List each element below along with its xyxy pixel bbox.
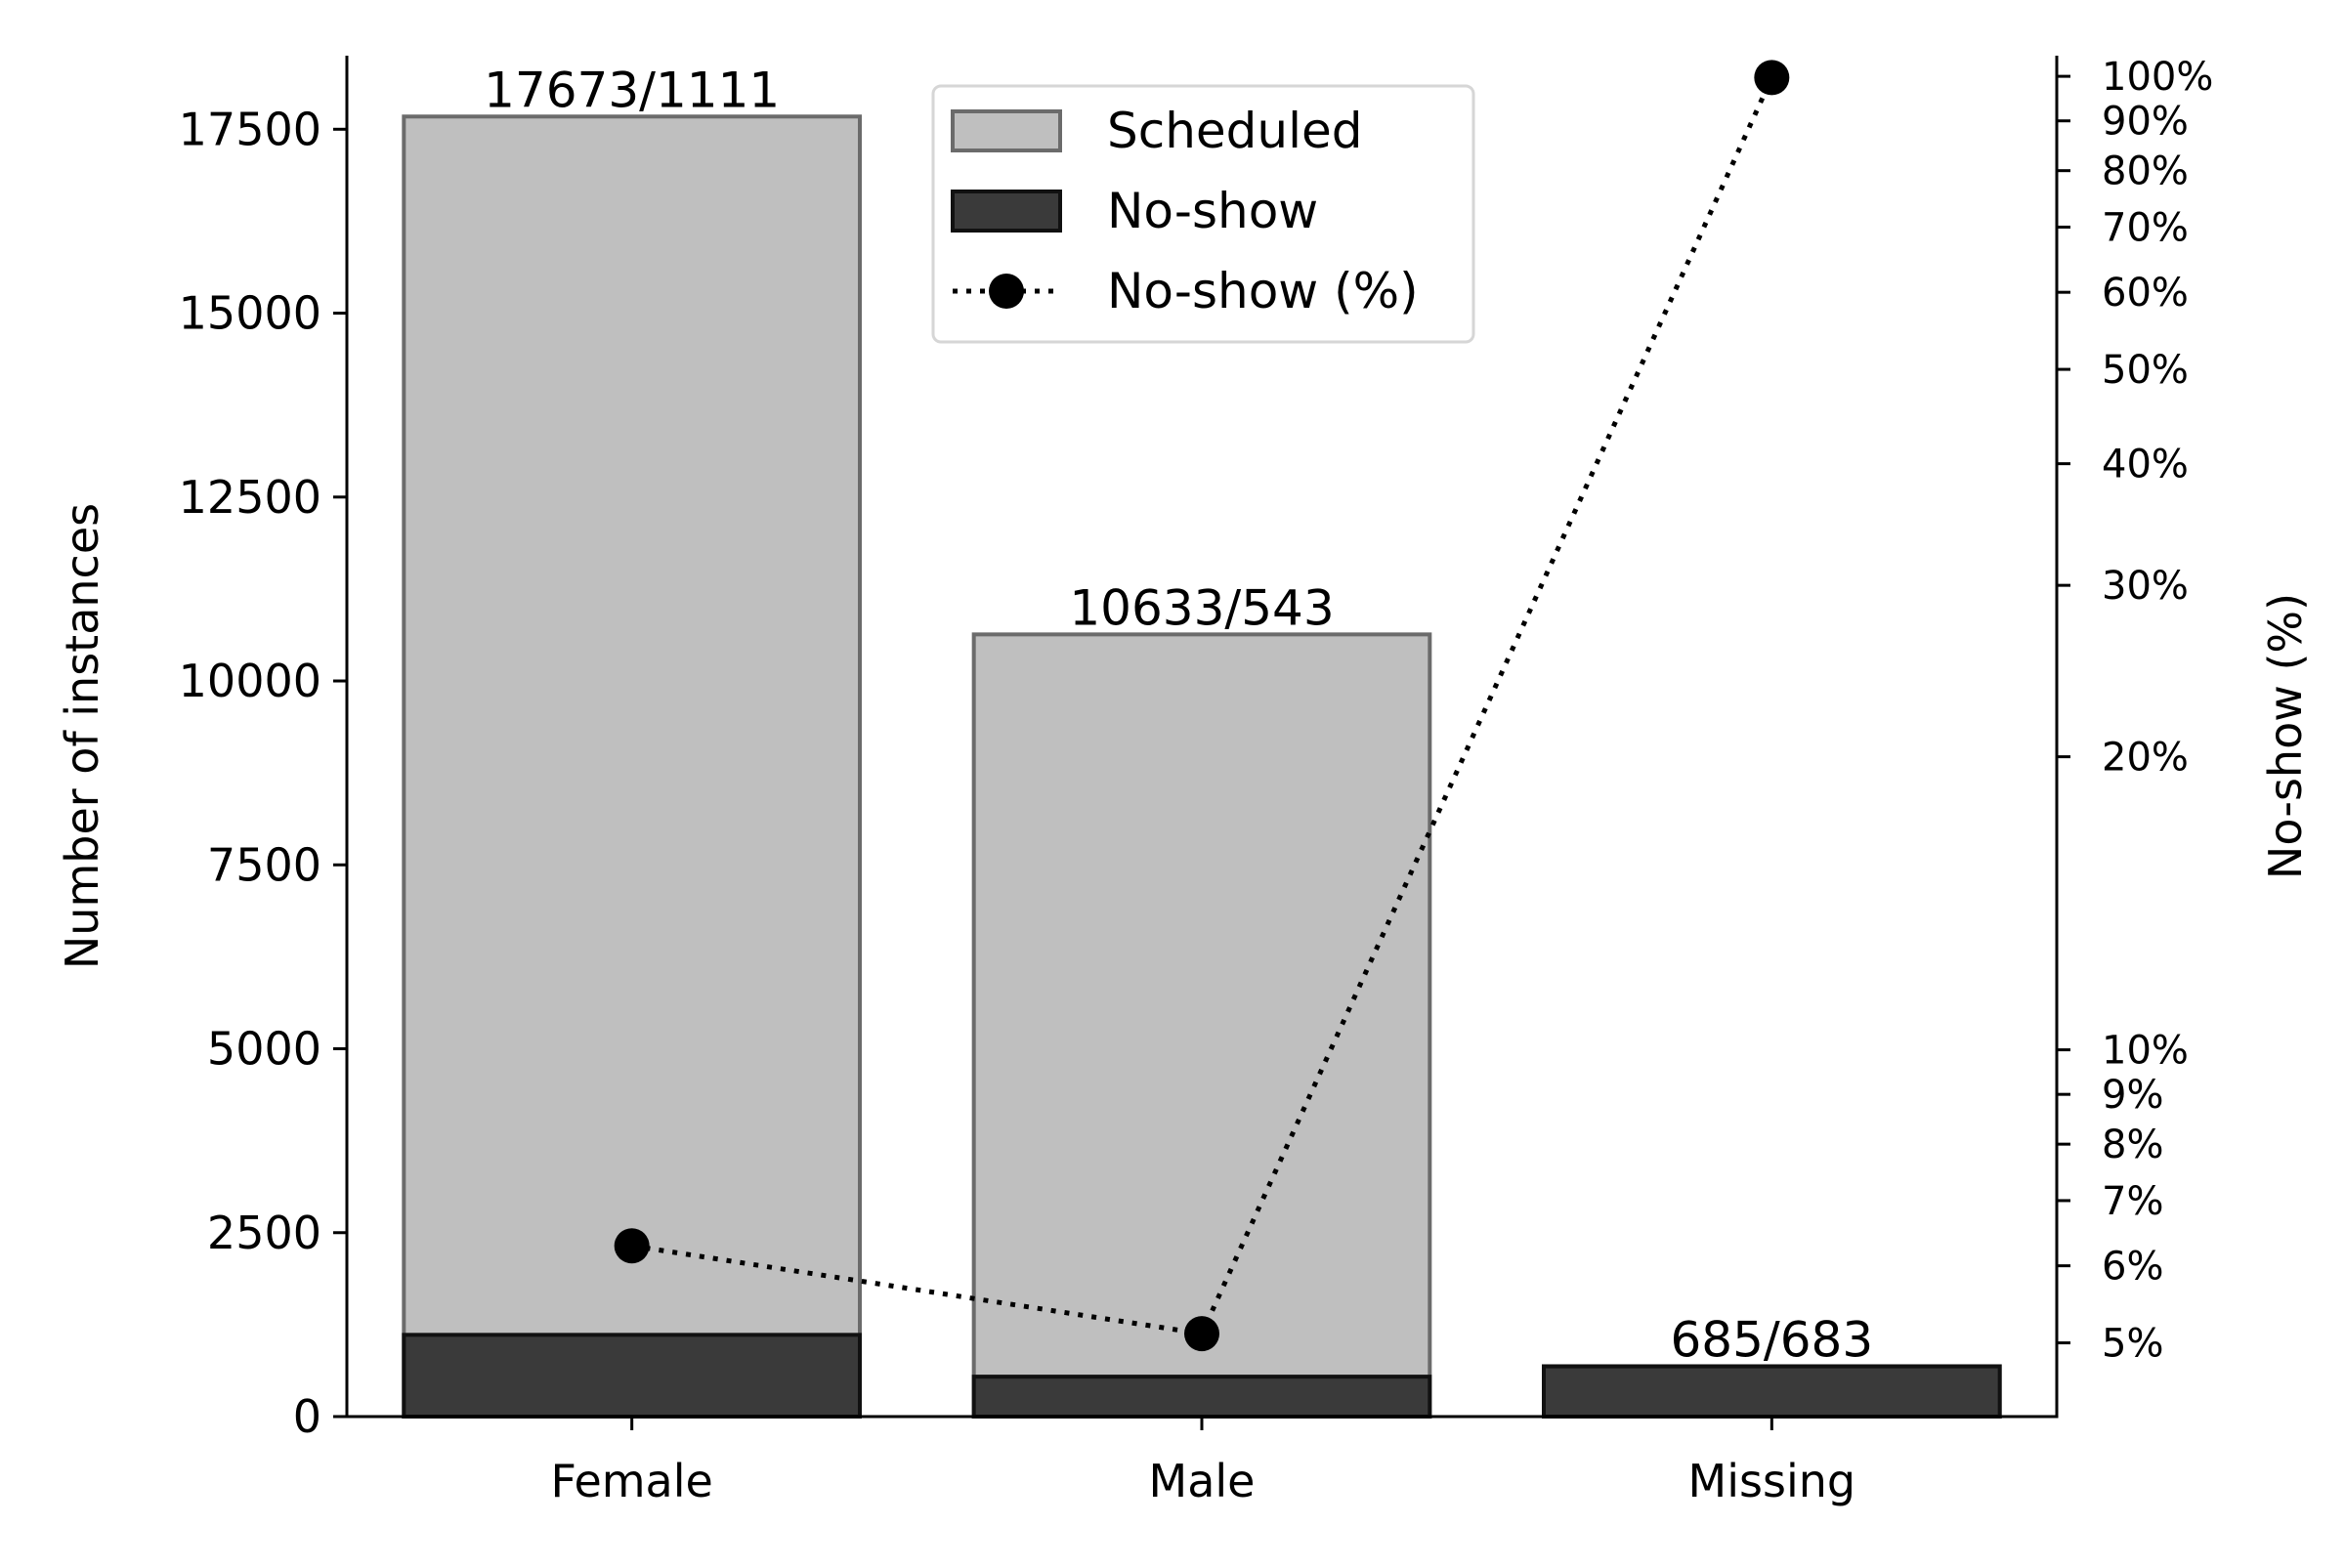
y-axis-label: Number of instances <box>56 503 108 969</box>
y2-tick-label: 100% <box>2102 55 2213 100</box>
y2-tick-label: 8% <box>2102 1123 2163 1167</box>
axes-layer: 0 2500 5000 7500 10000 12500 15000 17500 5% 6% 7% 8… <box>56 55 2312 1507</box>
bar-scheduled-male <box>971 632 1432 1419</box>
y-tick-label: 10000 <box>179 655 321 707</box>
y2-tick-label: 5% <box>2102 1322 2163 1367</box>
legend-label: Scheduled <box>1107 103 1363 159</box>
legend-box <box>931 84 1475 344</box>
y2-tick-label: 40% <box>2102 443 2189 487</box>
legend-label: No-show <box>1107 183 1318 239</box>
y2-axis-label: No-show (%) <box>2259 593 2312 879</box>
bar-no-show-missing <box>1542 1364 2002 1419</box>
y2-tick-label: 20% <box>2102 736 2189 781</box>
bar-scheduled-female <box>402 114 862 1419</box>
no-show-pct-point-male <box>1184 1316 1219 1352</box>
no-show-pct-point-female <box>614 1228 650 1264</box>
y-tick-label: 0 <box>293 1390 321 1443</box>
y-tick-label: 12500 <box>179 471 321 524</box>
legend-swatch-no-show <box>951 190 1062 233</box>
y2-tick-label: 70% <box>2102 205 2189 250</box>
y2-tick-label: 10% <box>2102 1029 2189 1074</box>
y-tick-label: 7500 <box>207 838 321 891</box>
legend-swatch-marker <box>989 274 1024 309</box>
no-show-pct-point-missing <box>1754 60 1790 96</box>
bar-label-missing: 685/683 <box>1670 1311 1873 1368</box>
y2-tick-label: 50% <box>2102 348 2189 393</box>
y2-tick-label: 7% <box>2102 1179 2163 1224</box>
x-tick-label-male: Male <box>1149 1455 1256 1507</box>
legend-label: No-show (%) <box>1107 263 1419 319</box>
y2-tick-label: 9% <box>2102 1073 2163 1118</box>
y-tick-label: 17500 <box>179 103 321 155</box>
bar-no-show-male <box>971 1375 1432 1419</box>
legend-swatch-scheduled <box>951 109 1062 152</box>
x-tick-label-missing: Missing <box>1688 1455 1856 1507</box>
y-tick-label: 5000 <box>207 1023 321 1076</box>
y2-tick-label: 60% <box>2102 271 2189 316</box>
line-layer <box>614 60 1790 1352</box>
y2-tick-label: 90% <box>2102 100 2189 145</box>
y2-tick-label: 30% <box>2102 564 2189 609</box>
bar-no-show-female <box>402 1333 862 1420</box>
y2-tick-label: 80% <box>2102 149 2189 194</box>
legend: Scheduled No-show No-show (%) <box>931 84 1475 344</box>
y-tick-label: 15000 <box>179 287 321 340</box>
bars-layer: 17673/1111 10633/543 685/683 <box>402 62 2002 1420</box>
x-tick-label-female: Female <box>551 1455 713 1507</box>
bar-label-male: 10633/543 <box>1069 579 1334 636</box>
bar-label-female: 17673/1111 <box>484 62 780 118</box>
y-tick-label: 2500 <box>207 1207 321 1259</box>
y2-tick-label: 6% <box>2102 1245 2163 1290</box>
